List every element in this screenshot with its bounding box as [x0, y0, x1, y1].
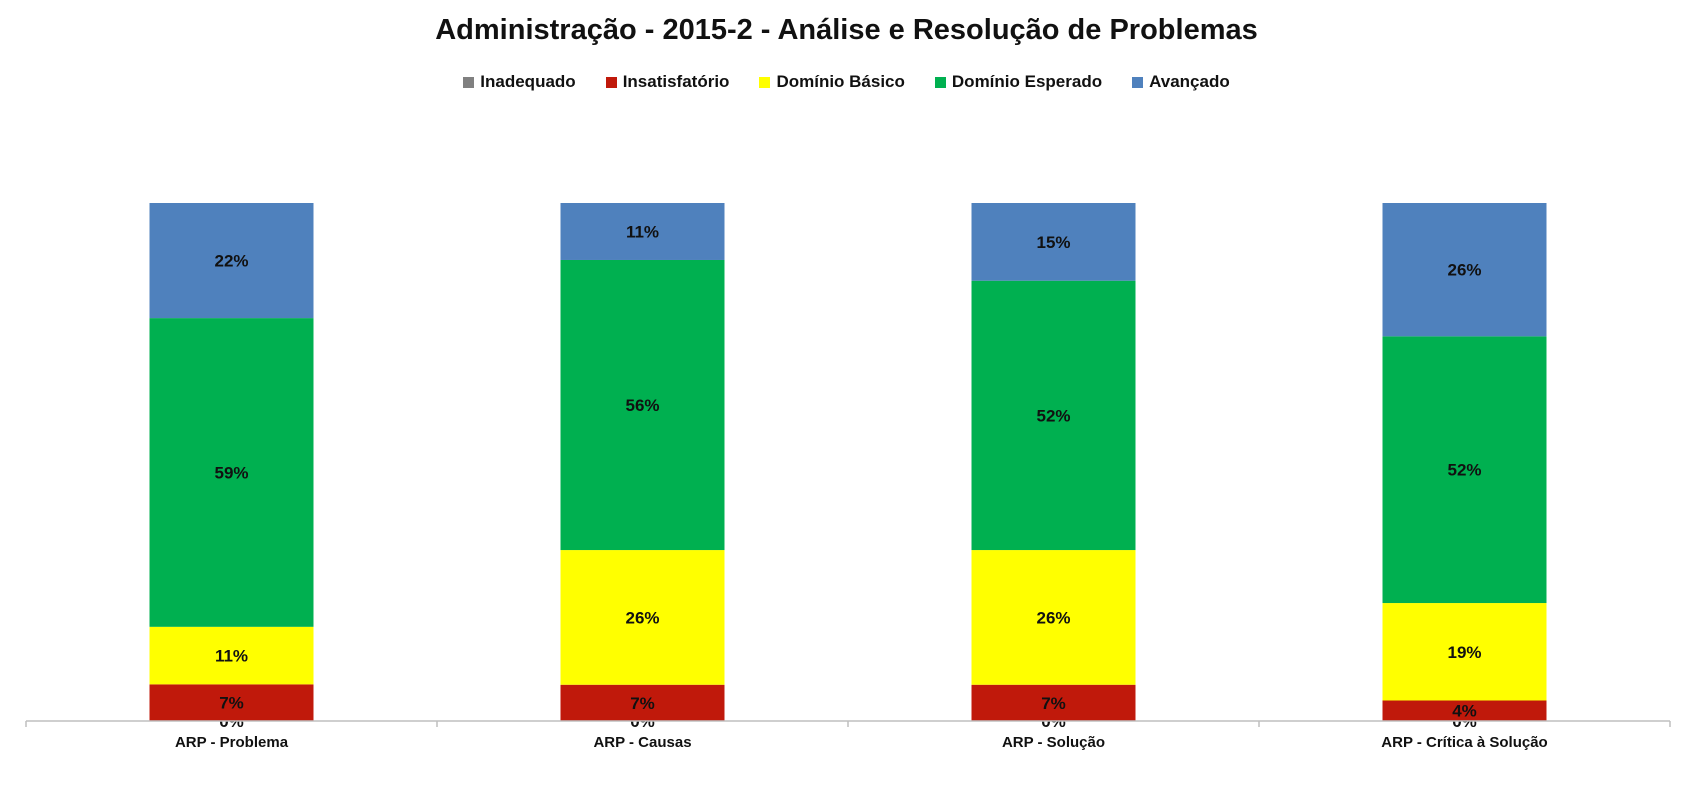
bar-segment-avancado	[560, 203, 725, 260]
bar-segment-insatisfatorio	[560, 684, 725, 721]
bar-segment-dominio-basico	[560, 550, 725, 685]
legend-item-dominio-esperado: Domínio Esperado	[934, 72, 1103, 92]
legend-item-inadequado: Inadequado	[463, 72, 576, 92]
bar-segment-insatisfatorio	[149, 684, 314, 721]
data-label-insatisfatorio: 7%	[1041, 694, 1066, 713]
data-label-avancado: 22%	[214, 252, 248, 271]
bar-segment-dominio-basico	[1382, 603, 1547, 701]
bar-segment-insatisfatorio	[971, 684, 1136, 721]
legend-swatch	[605, 76, 617, 88]
bar-segment-dominio-esperado	[1382, 336, 1547, 604]
bar-segment-dominio-esperado	[560, 259, 725, 551]
bar-segment-dominio-basico	[149, 626, 314, 685]
legend-label: Domínio Básico	[776, 72, 905, 91]
category-label: ARP - Problema	[175, 734, 289, 751]
category-label: ARP - Solução	[1002, 734, 1105, 751]
bar-segment-avancado	[149, 203, 314, 319]
legend-item-avancado: Avançado	[1132, 72, 1230, 92]
legend-item-dominio-basico: Domínio Básico	[759, 72, 905, 92]
category-label: ARP - Crítica à Solução	[1381, 734, 1547, 751]
legend-swatch	[759, 76, 771, 88]
bar-segment-dominio-esperado	[971, 280, 1136, 551]
legend-label: Domínio Esperado	[951, 72, 1103, 91]
data-label-dominio-basico: 26%	[625, 608, 659, 627]
legend: Inadequado Insatisfatório Domínio Básico Do…	[0, 72, 1693, 92]
data-label-insatisfatorio: 7%	[219, 694, 244, 713]
data-label-insatisfatorio: 4%	[1452, 702, 1477, 721]
bar-segment-dominio-esperado	[149, 318, 314, 627]
data-label-avancado: 26%	[1447, 261, 1481, 280]
bar-segment-avancado	[971, 203, 1136, 281]
data-label-dominio-basico: 11%	[215, 647, 248, 666]
category-label: ARP - Causas	[593, 734, 691, 751]
legend-swatch	[463, 76, 475, 88]
data-label-dominio-esperado: 59%	[214, 463, 248, 482]
legend-swatch	[1132, 76, 1144, 88]
legend-label: Insatisfatório	[622, 72, 730, 91]
data-label-dominio-basico: 26%	[1036, 608, 1070, 627]
data-label-avancado: 11%	[626, 222, 659, 241]
bar-segment-avancado	[1382, 203, 1547, 337]
chart-title: Administração - 2015-2 - Análise e Resol…	[435, 14, 1258, 46]
data-label-dominio-basico: 19%	[1447, 643, 1481, 662]
data-label-dominio-esperado: 52%	[1036, 406, 1070, 425]
legend-item-insatisfatorio: Insatisfatório	[605, 72, 730, 92]
data-label-avancado: 15%	[1036, 233, 1070, 252]
data-label-dominio-esperado: 56%	[625, 396, 659, 415]
legend-label: Inadequado	[480, 72, 576, 91]
data-label-dominio-esperado: 52%	[1447, 461, 1481, 480]
legend-swatch	[934, 76, 946, 88]
legend-label: Avançado	[1149, 72, 1230, 91]
bar-segment-insatisfatorio	[1382, 700, 1547, 721]
data-label-insatisfatorio: 7%	[630, 694, 655, 713]
bar-segment-dominio-basico	[971, 550, 1136, 685]
